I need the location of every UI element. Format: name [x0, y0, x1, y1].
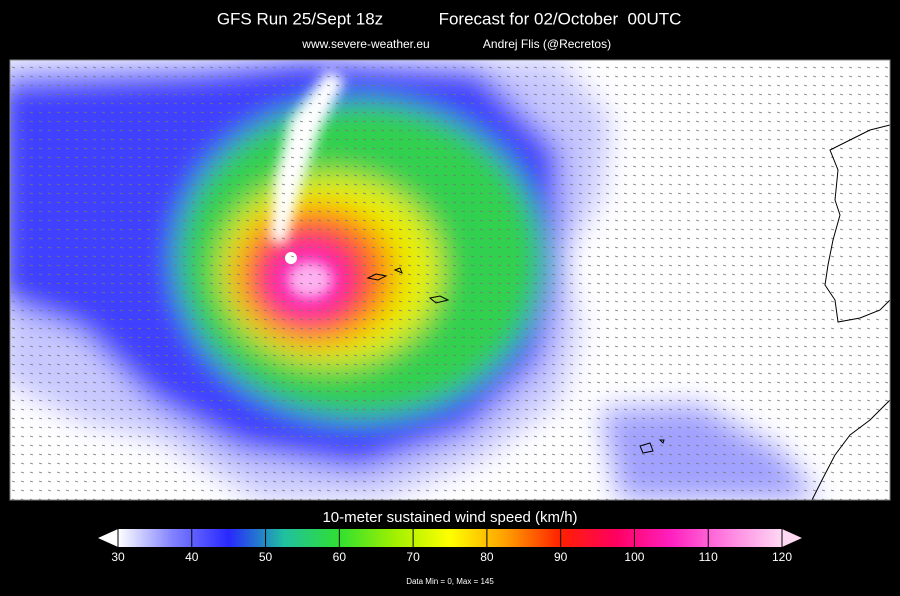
colorbar-min-arrow	[98, 529, 118, 547]
colorbar-tick-label: 100	[624, 550, 644, 564]
canary-islands	[639, 439, 665, 454]
map-frame	[9, 59, 891, 501]
colorbar-tick-label: 50	[259, 550, 273, 564]
author: Andrej Flis (@Recretos)	[483, 37, 611, 51]
colorbar-tick-label: 40	[185, 550, 199, 564]
azores-islands	[366, 267, 450, 304]
wind-barbs	[10, 60, 890, 500]
colorbar-tick-label: 110	[699, 550, 718, 564]
website: www.severe-weather.eu	[301, 37, 429, 51]
forecast-title: Forecast for 02/October 00UTC	[439, 9, 682, 28]
africa-coast	[811, 399, 890, 500]
colorbar-ticks: 30 40 50 60 70 80 90 100 110 120	[111, 529, 792, 564]
colorbar-tick-label: 60	[333, 550, 347, 564]
colorbar-label: 10-meter sustained wind speed (km/h)	[322, 509, 577, 526]
colorbar-max-arrow	[782, 529, 802, 547]
data-note: Data Min = 0, Max = 145	[406, 577, 494, 586]
colorbar-tick-label: 120	[772, 550, 792, 564]
iberia-coast	[824, 124, 890, 323]
colorbar-tick-label: 70	[406, 550, 420, 564]
colorbar	[118, 529, 782, 547]
colorbar-tick-label: 80	[480, 550, 494, 564]
map-area	[10, 60, 890, 500]
run-title: GFS Run 25/Sept 18z	[217, 9, 383, 28]
colorbar-tick-label: 90	[554, 550, 568, 564]
colorbar-tick-label: 30	[111, 550, 125, 564]
